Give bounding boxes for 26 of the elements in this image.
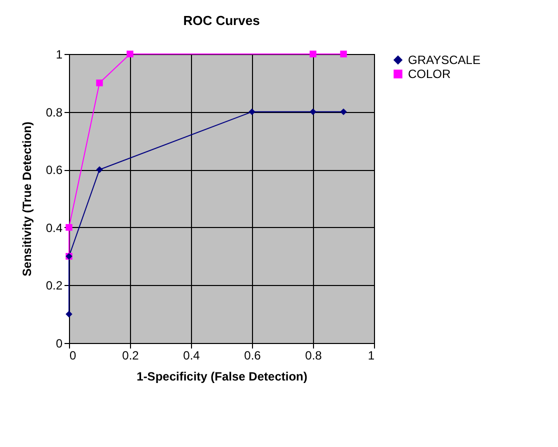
point	[340, 50, 347, 58]
legend-label: GRAYSCALE	[408, 53, 480, 67]
point	[66, 310, 72, 318]
y-tick-label: 0.6	[46, 163, 63, 178]
chart-title: ROC Curves	[183, 13, 260, 28]
x-tick-label: 0.4	[183, 348, 200, 362]
y-tick-label: 0	[56, 336, 63, 350]
x-tick-label: 0.2	[122, 348, 140, 362]
x-tick-label: 0.8	[305, 348, 322, 362]
point	[310, 108, 316, 116]
y-tick-label: 1	[56, 48, 63, 62]
point	[310, 50, 316, 58]
point	[340, 108, 347, 116]
legend-label: COLOR	[408, 67, 452, 81]
point	[126, 50, 134, 58]
x-axis-title: 1-Specificity (False Detection)	[136, 370, 308, 384]
y-tick-label: 0.8	[46, 105, 63, 120]
x-tick-label: 1	[368, 348, 375, 362]
point	[248, 108, 256, 116]
x-tick-label: 0.6	[244, 348, 262, 362]
point	[96, 80, 103, 86]
x-tick-label: 0	[70, 348, 76, 362]
y-tick-label: 0.4	[46, 220, 63, 235]
y-tick-label: 0.2	[46, 278, 63, 293]
y-axis-title: Sensitivity (True Detection)	[20, 122, 34, 276]
point	[96, 166, 103, 173]
